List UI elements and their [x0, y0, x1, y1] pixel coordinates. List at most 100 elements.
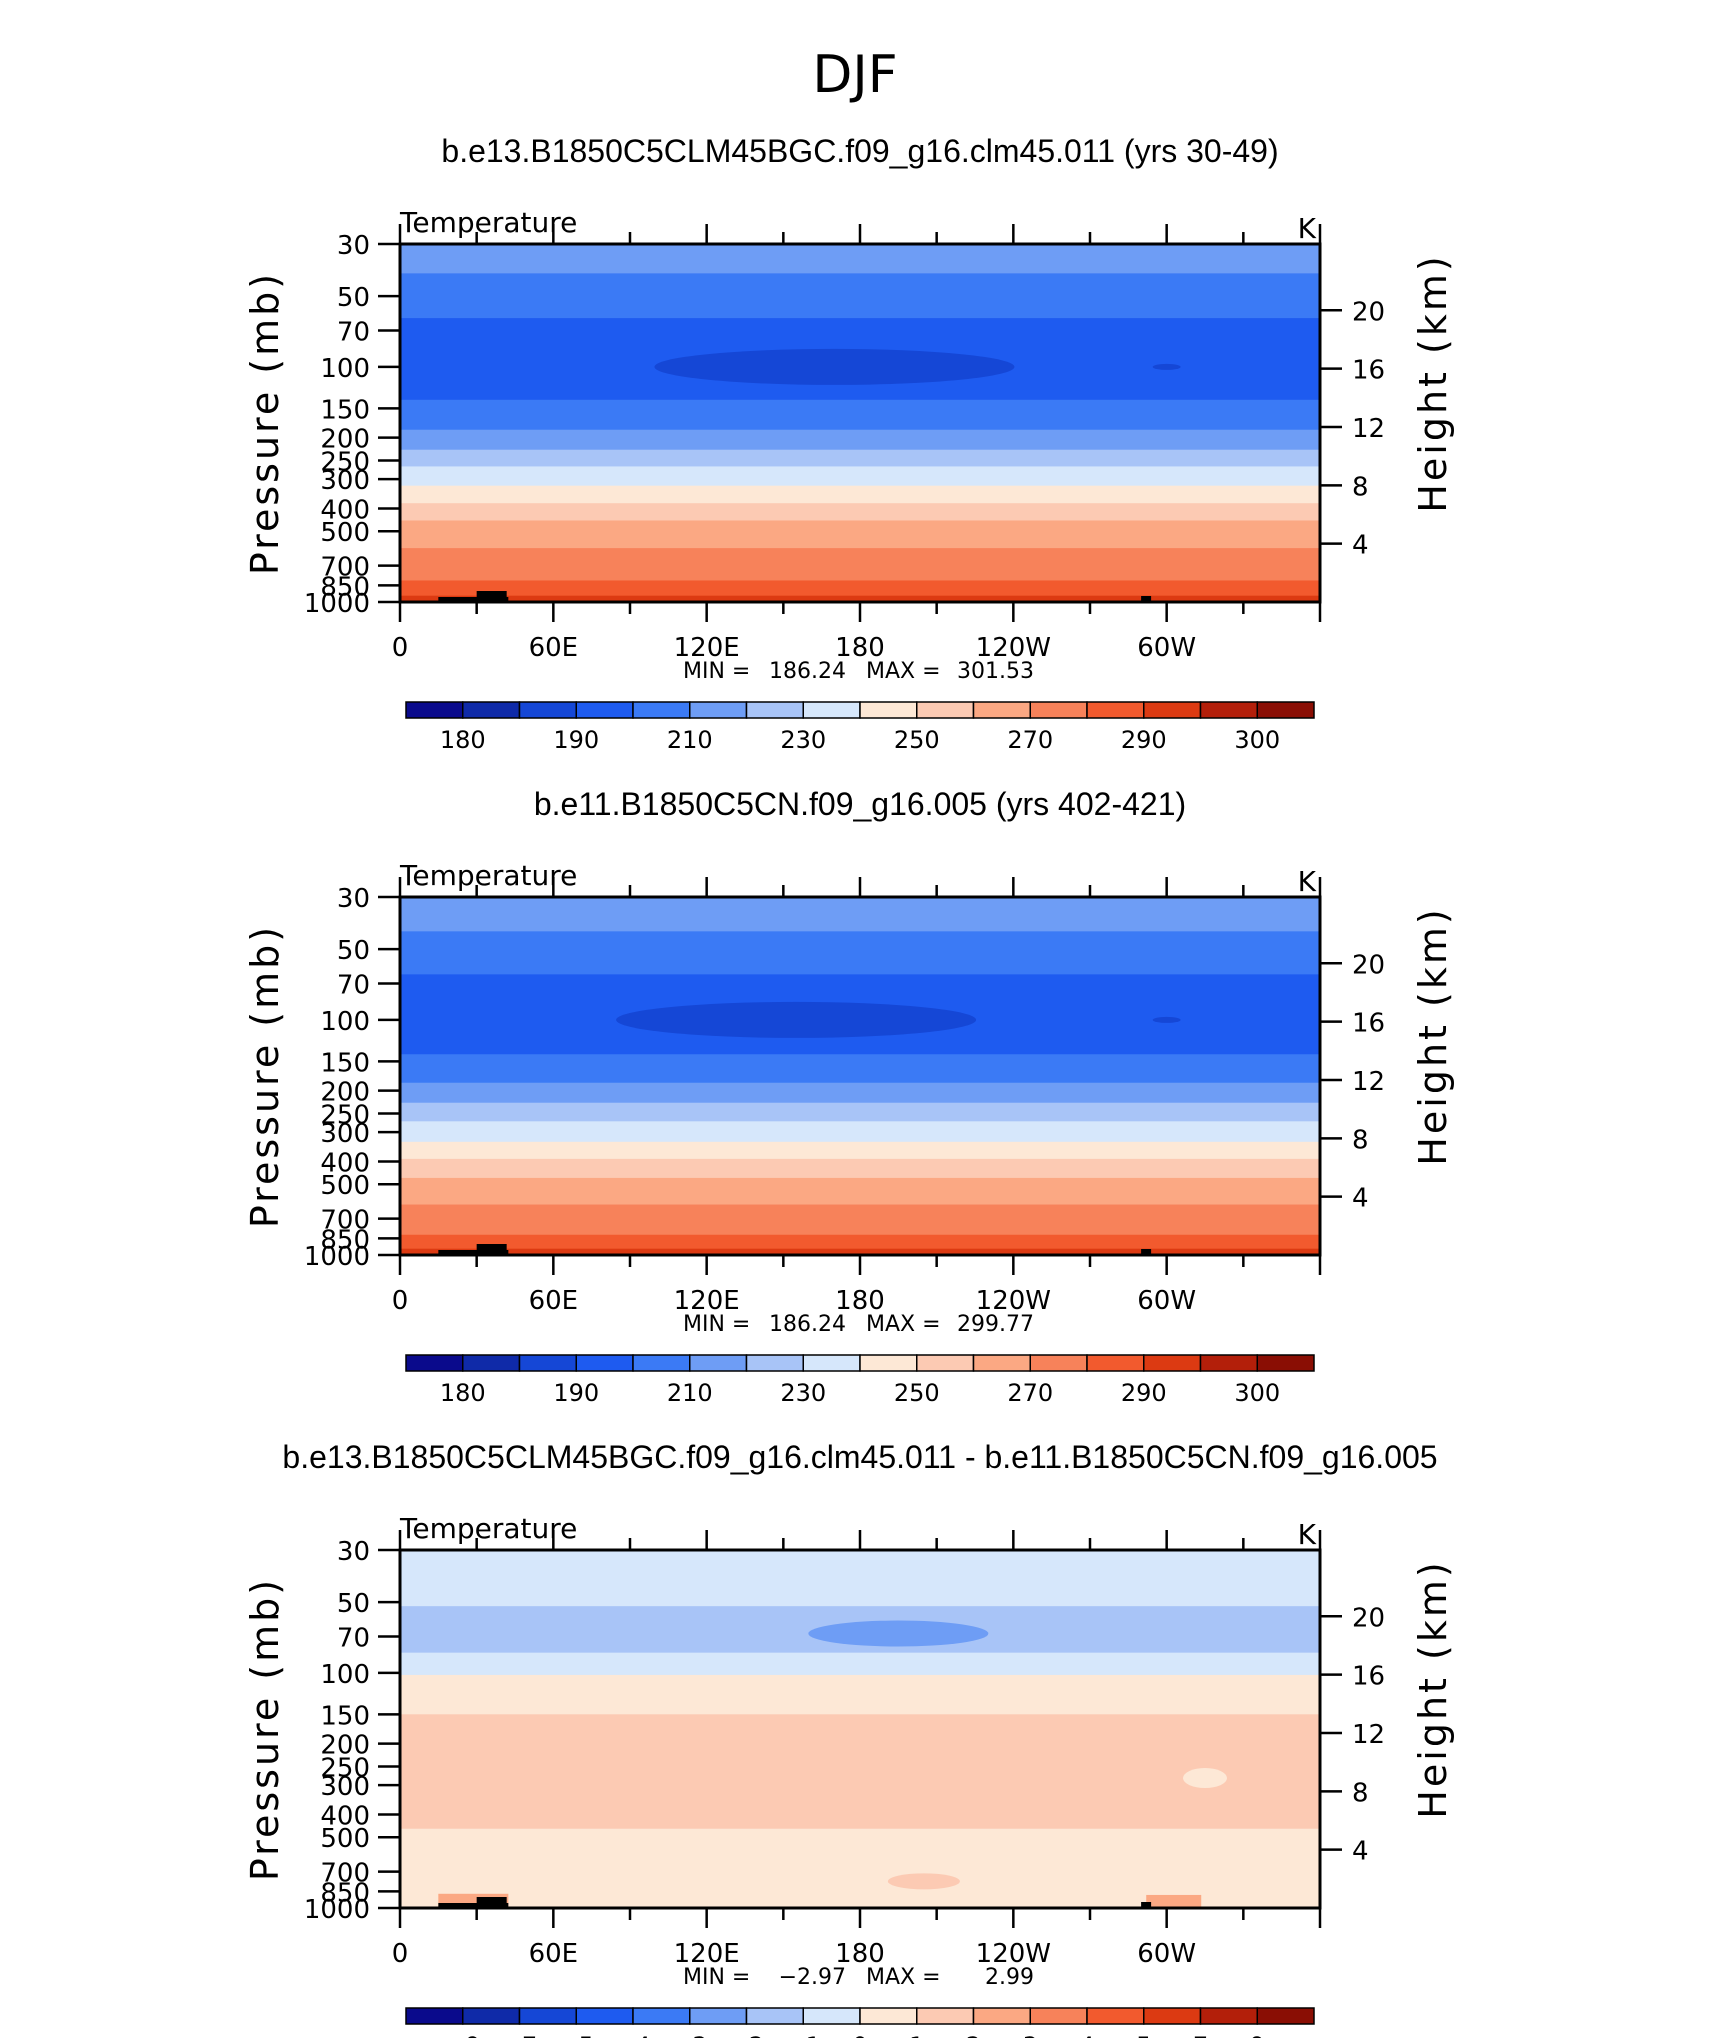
pressure-tick-label: 300: [320, 1119, 370, 1149]
topography: [476, 591, 507, 602]
lon-tick-label: 120W: [976, 633, 1051, 663]
colorbar-swatch: [1199, 701, 1258, 719]
max-value: 2.99: [985, 1965, 1034, 1990]
pressure-tick-label: 500: [320, 518, 370, 548]
colorbar-swatch: [916, 1354, 975, 1372]
colorbar-label: −9: [445, 2032, 480, 2038]
pressure-tick-label: 200: [320, 1078, 370, 1108]
colorbar-swatch: [1029, 1354, 1088, 1372]
panel-title: b.e13.B1850C5CLM45BGC.f09_g16.clm45.011 …: [282, 1439, 1437, 1475]
contour-band: [400, 1121, 1320, 1143]
colorbar-label: −1: [786, 2032, 821, 2038]
colorbar-swatch: [405, 2007, 464, 2025]
pressure-tick-label: 850: [320, 572, 370, 602]
height-tick-label: 8: [1352, 1778, 1369, 1808]
variable-label: Temperature: [399, 859, 577, 892]
contour-band: [400, 1234, 1320, 1251]
height-tick-label: 12: [1352, 414, 1385, 444]
units-label: K: [1298, 865, 1317, 898]
topography: [1141, 1902, 1152, 1908]
contour-band: [400, 1652, 1320, 1676]
pressure-tick-label: 1000: [304, 589, 370, 619]
colorbar-label: 290: [1121, 726, 1167, 754]
colorbar-label: 270: [1007, 726, 1053, 754]
pressure-tick-label: 500: [320, 1824, 370, 1854]
lon-tick-label: 0: [392, 1286, 409, 1316]
pressure-tick-label: 30: [337, 1537, 370, 1567]
contour-band: [400, 466, 1320, 487]
contour-band: [400, 244, 1320, 274]
colorbar-swatch: [859, 701, 918, 719]
pressure-tick-label: 200: [320, 425, 370, 455]
min-value: 186.24: [769, 1312, 846, 1337]
colorbar-swatch: [745, 2007, 804, 2025]
pressure-tick-label: 1000: [304, 1895, 370, 1925]
lon-tick-label: 60W: [1137, 633, 1196, 663]
colorbar-label: 250: [894, 726, 940, 754]
colorbar-label: 210: [667, 1379, 713, 1407]
contour-band: [400, 520, 1320, 549]
topography: [438, 1903, 509, 1908]
pressure-tick-label: 700: [320, 553, 370, 583]
colorbar-swatch: [972, 1354, 1031, 1372]
contour-band: [400, 429, 1320, 451]
topography: [438, 1250, 509, 1255]
colorbar-swatch: [859, 2007, 918, 2025]
height-tick-label: 16: [1352, 1662, 1385, 1692]
lon-tick-label: 60E: [529, 1286, 579, 1316]
colorbar-swatch: [632, 701, 691, 719]
pressure-tick-label: 100: [320, 1007, 370, 1037]
contour-band: [400, 1158, 1320, 1179]
colorbar-label: −5: [559, 2032, 594, 2038]
pressure-tick-label: 300: [320, 466, 370, 496]
colorbar-swatch: [1199, 1354, 1258, 1372]
page-title: DJF: [812, 45, 897, 105]
max-value: 299.77: [957, 1312, 1034, 1337]
lon-tick-label: 120E: [674, 633, 740, 663]
pressure-tick-label: 250: [320, 1100, 370, 1130]
colorbar-label: 210: [667, 726, 713, 754]
colorbar-swatch: [575, 2007, 634, 2025]
pressure-tick-label: 400: [320, 495, 370, 525]
pressure-tick-label: 50: [337, 1589, 370, 1619]
min-value: −2.97: [779, 1965, 846, 1990]
lon-tick-label: 120W: [976, 1939, 1051, 1969]
variable-label: Temperature: [399, 206, 577, 239]
contour-band: [400, 1550, 1320, 1607]
topography: [1141, 1249, 1152, 1255]
colorbar-label: 2: [966, 2032, 981, 2038]
max-label: MAX =: [866, 659, 941, 684]
min-value: 186.24: [769, 659, 846, 684]
colorbar-swatch: [916, 2007, 975, 2025]
contour-band: [400, 580, 1320, 598]
contour-bands: [400, 1550, 1320, 1908]
colorbar-swatch: [689, 701, 748, 719]
pressure-tick-label: 50: [337, 936, 370, 966]
pressure-tick-label: 200: [320, 1731, 370, 1761]
max-value: 301.53: [957, 659, 1034, 684]
lon-tick-label: 180: [835, 633, 885, 663]
colorbar-swatch: [518, 2007, 577, 2025]
colorbar-swatch: [802, 1354, 861, 1372]
y2-axis-title: Height (km): [1411, 253, 1455, 512]
colorbar-label: −7: [502, 2032, 537, 2038]
pressure-tick-label: 70: [337, 1624, 370, 1654]
y-axis-title: Pressure (mb): [243, 924, 287, 1228]
negative-anomaly: [808, 1620, 989, 1647]
colorbar-swatch: [632, 1354, 691, 1372]
pressure-tick-label: 70: [337, 318, 370, 348]
pressure-tick-label: 300: [320, 1772, 370, 1802]
height-tick-label: 20: [1352, 950, 1385, 980]
pressure-tick-label: 50: [337, 283, 370, 313]
contour-band: [400, 1828, 1320, 1908]
height-tick-label: 4: [1352, 1184, 1369, 1214]
pressure-tick-label: 850: [320, 1878, 370, 1908]
pressure-tick-label: 400: [320, 1801, 370, 1831]
pressure-tick-label: 850: [320, 1225, 370, 1255]
contour-band: [400, 1082, 1320, 1104]
lon-tick-label: 120E: [674, 1286, 740, 1316]
colorbar-label: 5: [1136, 2032, 1151, 2038]
height-tick-label: 4: [1352, 1837, 1369, 1867]
colorbar-swatch: [462, 2007, 521, 2025]
contour-band: [400, 1054, 1320, 1084]
